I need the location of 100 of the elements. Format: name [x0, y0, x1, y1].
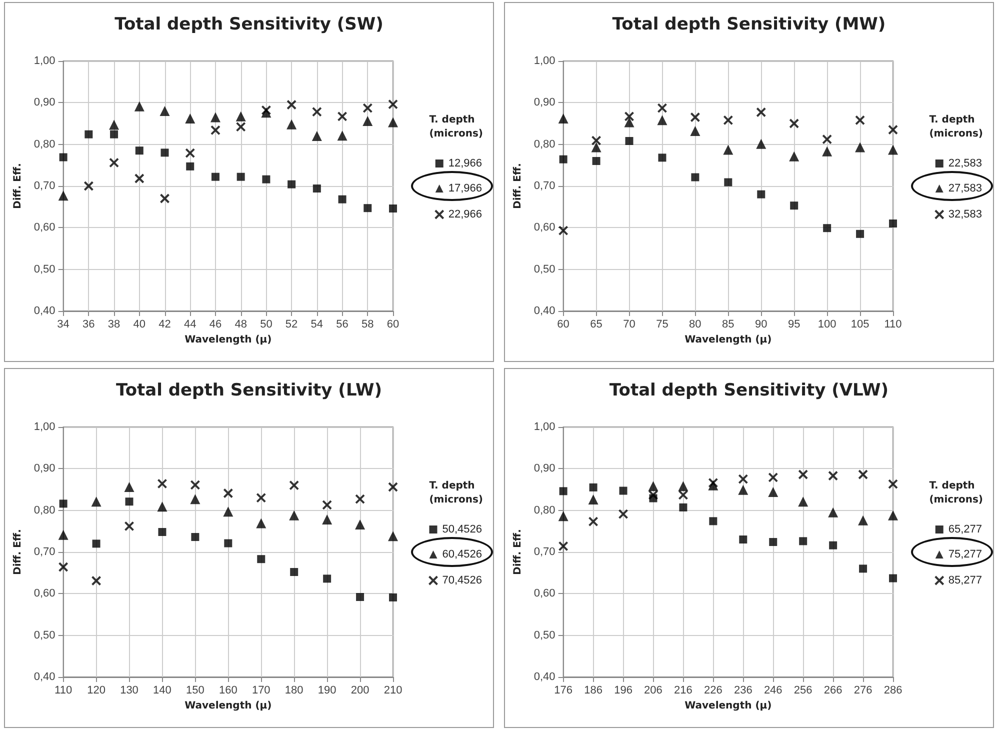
- point: [723, 115, 734, 126]
- legend-label: 75,277: [948, 548, 982, 560]
- point: [648, 481, 658, 492]
- x-tick-label: 176: [554, 684, 572, 696]
- x-tick-label: 60: [557, 318, 570, 330]
- point: [388, 531, 398, 542]
- x-tick-label: 110: [54, 684, 72, 696]
- point: [855, 142, 866, 152]
- point: [828, 470, 838, 481]
- point: [261, 105, 272, 116]
- point: [109, 158, 120, 168]
- x-tick-label: 276: [854, 684, 872, 696]
- y-tick-label: 1,00: [34, 421, 56, 433]
- legend-title: T. depth (microns): [929, 480, 984, 506]
- point: [624, 117, 634, 128]
- point: [134, 101, 144, 112]
- x-tick-label: 65: [590, 318, 602, 330]
- point: [589, 483, 598, 492]
- point: [723, 144, 734, 155]
- legend-label: 32,583: [948, 208, 982, 220]
- point: [160, 148, 169, 157]
- x-tick-label: 266: [824, 684, 842, 696]
- x-tick-label: 186: [584, 684, 602, 696]
- point: [190, 494, 200, 504]
- point: [91, 496, 102, 507]
- point: [708, 478, 718, 488]
- x-tick-label: 256: [794, 684, 812, 696]
- point: [756, 138, 766, 149]
- point: [657, 103, 668, 114]
- point: [190, 480, 200, 490]
- point: [157, 502, 168, 512]
- point: [389, 204, 397, 212]
- point: [855, 115, 866, 126]
- point: [889, 574, 897, 582]
- point: [658, 154, 666, 162]
- point: [389, 593, 397, 602]
- x-tick-label: 58: [362, 318, 374, 330]
- point: [822, 134, 832, 144]
- x-tick-label: 36: [82, 318, 95, 330]
- x-tick-label: 196: [614, 684, 632, 696]
- point: [58, 562, 68, 572]
- y-tick-label: 0,40: [534, 305, 556, 317]
- point: [690, 126, 700, 136]
- point: [858, 470, 868, 480]
- point: [337, 130, 348, 141]
- x-tick-label: 38: [108, 318, 120, 330]
- point: [58, 190, 68, 201]
- x-tick-label: 206: [644, 684, 662, 696]
- chart-title: Total depth Sensitivity (LW): [116, 380, 382, 400]
- point: [84, 181, 94, 191]
- point: [110, 130, 118, 138]
- x-tick-label: 110: [884, 318, 902, 330]
- y-tick-label: 0,90: [534, 462, 556, 475]
- legend-label: 12,966: [448, 158, 482, 170]
- point: [109, 120, 120, 130]
- x-tick-label: 95: [788, 318, 800, 330]
- point: [823, 224, 832, 232]
- legend-label: 85,277: [948, 574, 982, 586]
- point: [289, 510, 300, 520]
- point: [657, 115, 668, 126]
- x-axis-title: Wavelength (μ): [684, 334, 772, 346]
- point: [288, 180, 296, 188]
- x-tick-label: 52: [285, 318, 298, 330]
- point: [888, 144, 898, 155]
- point: [236, 172, 245, 181]
- point: [355, 520, 366, 530]
- x-axis-title: Wavelength (μ): [184, 334, 272, 346]
- point: [157, 478, 168, 489]
- point: [388, 117, 398, 128]
- point: [59, 500, 68, 508]
- point: [322, 500, 332, 510]
- point: [691, 173, 700, 182]
- point: [286, 100, 297, 110]
- point: [625, 137, 634, 145]
- point: [588, 516, 598, 527]
- point: [135, 146, 144, 155]
- point: [678, 481, 688, 492]
- point: [356, 593, 364, 601]
- point: [768, 472, 778, 482]
- x-tick-label: 42: [158, 318, 171, 330]
- point: [322, 514, 332, 524]
- point: [678, 490, 688, 500]
- x-tick-label: 46: [209, 318, 222, 330]
- point: [709, 517, 718, 526]
- point: [262, 175, 270, 184]
- legend-label: 22,583: [948, 158, 982, 170]
- x-tick-label: 130: [120, 684, 138, 696]
- y-tick-label: 0,60: [34, 222, 56, 234]
- point: [768, 487, 778, 497]
- point: [769, 538, 778, 546]
- y-tick-label: 0,90: [34, 462, 56, 475]
- x-tick-label: 150: [186, 684, 204, 696]
- y-tick-label: 0,80: [34, 504, 56, 516]
- x-tick-label: 105: [850, 318, 870, 330]
- point: [362, 103, 373, 114]
- point: [724, 178, 732, 186]
- legend-label: 27,583: [948, 182, 982, 194]
- y-tick-label: 0,60: [534, 588, 556, 600]
- y-tick-label: 0,50: [34, 263, 56, 276]
- point: [388, 99, 398, 110]
